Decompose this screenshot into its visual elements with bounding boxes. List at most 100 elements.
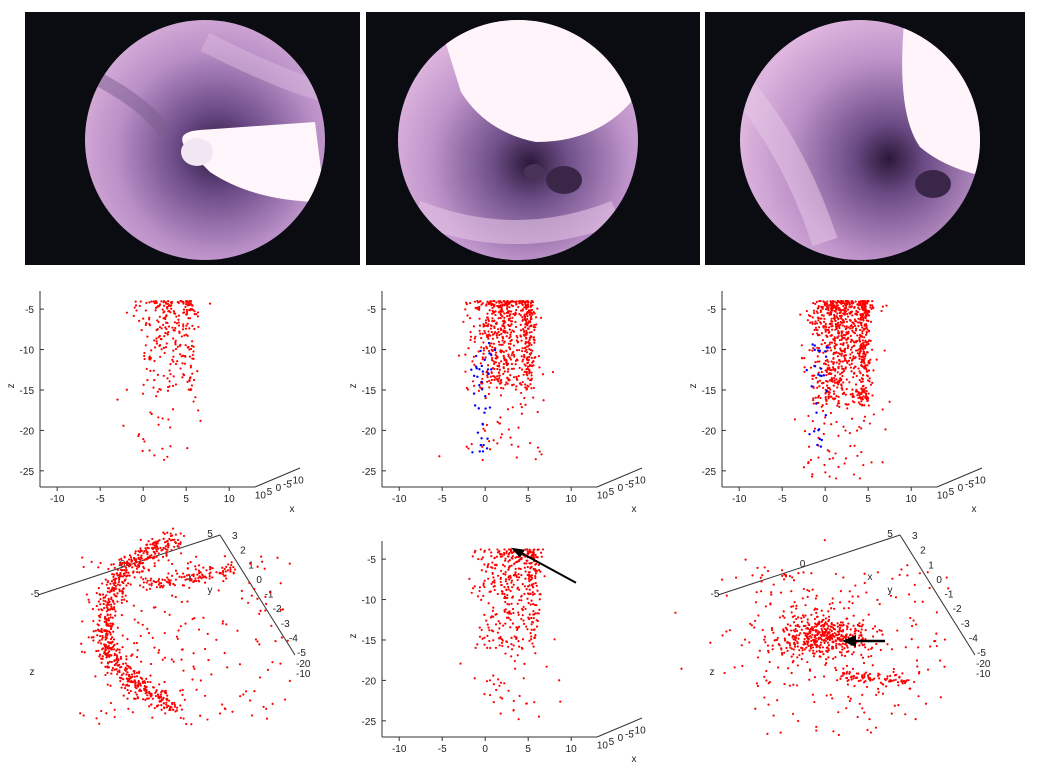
data-point <box>857 636 860 639</box>
data-point <box>148 318 151 321</box>
data-point <box>92 636 95 639</box>
data-point <box>840 332 843 335</box>
data-point <box>528 613 531 616</box>
data-point <box>877 672 880 675</box>
data-point <box>496 304 499 308</box>
data-point <box>192 350 195 353</box>
data-point <box>143 558 146 562</box>
data-point <box>179 689 182 692</box>
data-point <box>846 337 849 341</box>
data-point <box>813 617 817 621</box>
data-point <box>848 303 851 306</box>
data-point <box>802 571 805 574</box>
data-point <box>812 386 815 390</box>
data-point <box>132 670 135 673</box>
data-point <box>506 331 509 334</box>
data-point <box>171 708 175 711</box>
data-point <box>842 367 845 371</box>
data-point <box>935 644 938 648</box>
data-point <box>481 332 484 335</box>
data-point <box>809 645 812 648</box>
data-point <box>788 644 792 647</box>
data-point <box>904 646 907 649</box>
data-point <box>814 622 817 625</box>
y-axis-label: y <box>888 585 893 596</box>
data-point <box>106 662 110 665</box>
data-point <box>161 308 164 311</box>
data-point <box>865 591 868 594</box>
data-point <box>178 344 182 347</box>
data-point <box>139 547 142 550</box>
data-point <box>520 594 523 597</box>
data-point <box>116 655 119 659</box>
data-point <box>850 678 853 681</box>
data-point <box>171 594 174 597</box>
data-point <box>850 362 853 365</box>
data-point <box>174 326 177 330</box>
data-point <box>521 647 524 650</box>
data-point <box>828 603 831 606</box>
data-point <box>503 596 506 600</box>
data-point <box>146 697 149 700</box>
data-point <box>532 364 535 367</box>
data-point <box>523 592 526 596</box>
data-point <box>825 634 828 637</box>
axis-tick-label: 3 <box>912 531 918 542</box>
data-point <box>858 477 861 480</box>
data-point <box>111 588 114 591</box>
data-point <box>845 664 849 668</box>
data-point <box>128 554 132 557</box>
data-point <box>536 612 539 615</box>
data-point <box>498 343 501 346</box>
data-point <box>528 588 531 591</box>
data-point <box>835 381 839 384</box>
data-point <box>817 401 820 404</box>
data-point <box>822 386 825 389</box>
data-point <box>517 613 520 616</box>
data-point <box>530 616 533 620</box>
data-point <box>140 660 143 663</box>
data-point <box>817 319 820 322</box>
data-point <box>478 329 481 332</box>
axis-tick-label: -2 <box>273 604 282 615</box>
data-point <box>188 379 191 382</box>
data-point <box>823 463 826 467</box>
highlight-point <box>485 447 489 450</box>
data-point <box>143 549 146 553</box>
data-point <box>829 625 833 628</box>
data-point <box>901 672 904 675</box>
data-point <box>947 587 950 590</box>
data-point <box>810 613 813 616</box>
data-point <box>159 303 162 306</box>
data-point <box>529 301 533 305</box>
data-point <box>115 587 118 590</box>
data-point <box>822 618 825 622</box>
endoscope-image-3 <box>705 12 1025 265</box>
data-point <box>143 357 146 361</box>
data-point <box>488 448 492 451</box>
data-point <box>869 383 873 386</box>
data-point <box>160 300 163 303</box>
data-point <box>834 322 837 326</box>
data-point <box>99 603 102 606</box>
data-point <box>818 385 821 388</box>
data-point <box>176 637 179 641</box>
data-point <box>848 381 851 384</box>
data-point <box>503 682 506 685</box>
data-point <box>167 546 170 549</box>
data-point <box>805 646 808 649</box>
highlight-point <box>813 344 817 347</box>
data-point <box>853 365 857 368</box>
data-point <box>500 349 504 352</box>
data-point <box>152 606 156 609</box>
data-point <box>185 310 189 313</box>
data-point <box>477 557 480 561</box>
axis-tick-label: -10 <box>976 669 991 680</box>
data-point <box>761 574 764 577</box>
data-point <box>495 563 498 566</box>
data-point <box>178 575 181 578</box>
x-tick-label: 5 <box>525 494 531 505</box>
data-point <box>180 335 183 338</box>
data-point <box>863 362 866 365</box>
data-point <box>847 332 850 335</box>
